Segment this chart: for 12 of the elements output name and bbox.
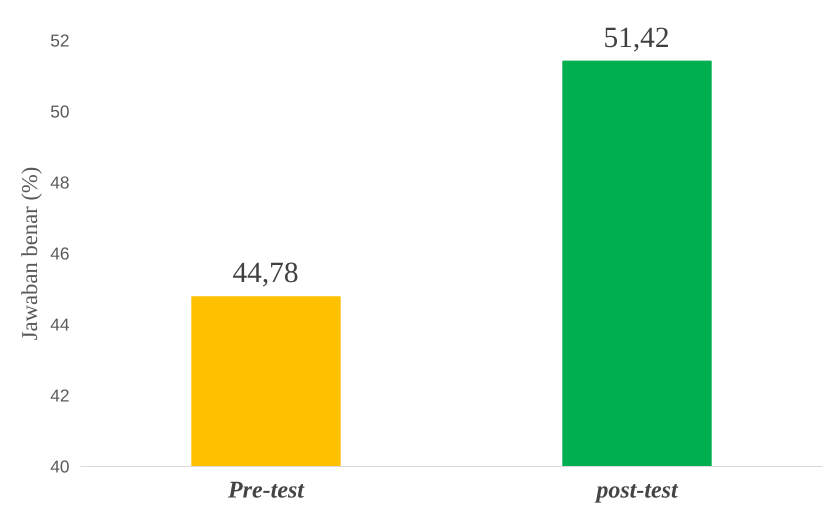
y-tick-label: 46 <box>50 244 70 264</box>
y-tick-label: 52 <box>50 30 70 50</box>
y-tick-label: 40 <box>50 456 70 476</box>
data-label: 44,78 <box>232 257 298 290</box>
y-tick-label: 42 <box>50 386 70 406</box>
x-tick-label: Pre-test <box>227 478 306 504</box>
y-tick-label: 50 <box>50 102 70 122</box>
data-label: 51,42 <box>604 22 670 55</box>
y-tick-label: 44 <box>50 314 70 334</box>
y-tick-label: 48 <box>50 172 70 192</box>
x-tick-label: post-test <box>594 478 679 504</box>
y-axis-title: Jawaban benar (%) <box>17 166 42 340</box>
